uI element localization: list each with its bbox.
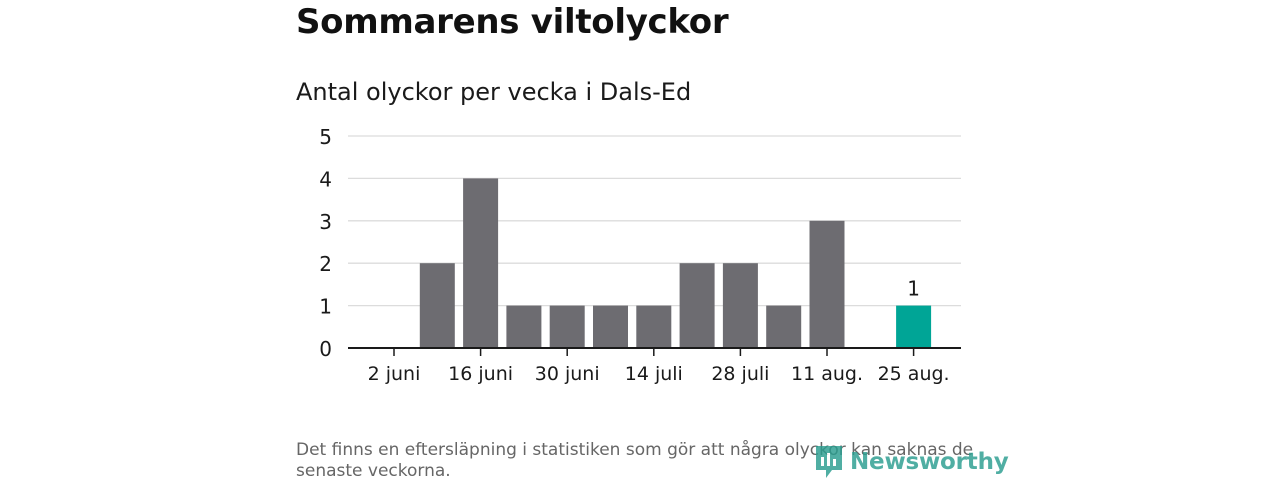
bars [419,178,932,348]
bar [636,305,672,348]
x-tick-label: 11 aug. [791,363,863,385]
y-tick-label: 1 [319,295,332,319]
x-tick-label: 14 juli [625,363,683,385]
bar [463,178,499,348]
logo-text: Newsworthy [850,449,1009,475]
x-tick-label: 25 aug. [878,363,950,385]
bar [419,263,455,348]
bar [809,220,845,348]
chart-subtitle: Antal olyckor per vecka i Dals-Ed [296,78,692,106]
bar [722,263,758,348]
page-title: Sommarens viltolyckor [296,2,729,42]
bar [766,305,802,348]
y-tick-label: 2 [319,252,332,276]
bar [593,305,628,348]
y-tick-label: 3 [319,210,332,234]
bar-chart: 0 1 2 3 4 5 2 juni 16 juni 30 juni 14 juli 28 jul… [319,125,961,385]
bar [896,305,932,348]
bar [679,263,715,348]
x-tick-label: 16 juni [448,363,513,385]
y-tick-label: 0 [319,337,332,361]
bar [506,305,542,348]
x-tick-label: 28 juli [711,363,769,385]
data-label: 1 [907,277,920,301]
bar [549,305,585,348]
data-labels: 1 [907,277,920,301]
y-tick-label: 4 [319,167,332,191]
y-tick-label: 5 [319,125,332,149]
x-axis: 2 juni 16 juni 30 juni 14 juli 28 juli 11 aug… [348,347,961,385]
newsworthy-logo: Newsworthy [814,444,1009,480]
x-tick-label: 30 juni [535,363,600,385]
footnote: Det finns en eftersläpning i statistiken… [296,440,974,481]
y-axis-ticks: 0 1 2 3 4 5 [319,125,332,361]
x-tick-label: 2 juni [368,363,421,385]
newsworthy-logo-icon [816,446,842,478]
